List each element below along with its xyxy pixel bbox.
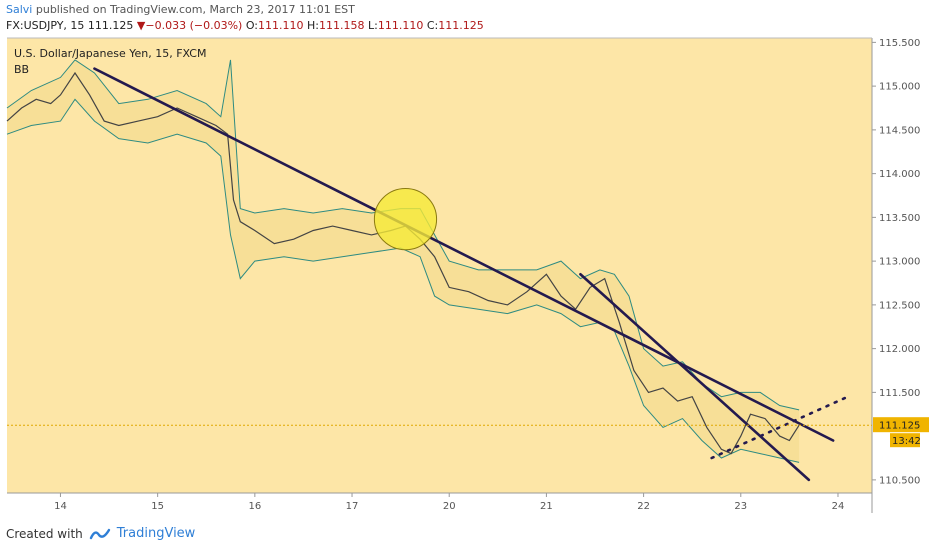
y-tick-label: 112.500 [879, 300, 920, 311]
x-tick-label: 23 [734, 501, 747, 512]
trendline-1[interactable] [93, 67, 835, 442]
x-tick-label: 24 [832, 501, 845, 512]
low-value: 111.110 [377, 19, 424, 32]
change-arrow-icon: ▼ [136, 19, 146, 32]
x-tick-label: 15 [151, 501, 164, 512]
y-tick-label: 115.000 [879, 82, 920, 93]
high-label: H: [307, 19, 319, 32]
trendline-2[interactable] [579, 272, 811, 482]
x-tick-label: 17 [346, 501, 359, 512]
open-label: O: [245, 19, 259, 32]
close-label: C: [426, 19, 439, 32]
price-axis[interactable]: 115.500 115.000 114.500 114.000 113.500 113.0… [872, 38, 929, 487]
publish-info: Salvi published on TradingView.com, Marc… [6, 3, 355, 16]
footer: Created with TradingView [6, 526, 195, 541]
y-tick-label: 111.500 [879, 388, 920, 399]
y-tick-label: 114.500 [879, 125, 920, 136]
annotations [7, 188, 872, 426]
y-tick-label: 112.000 [879, 344, 920, 355]
last-price: 111.125 [87, 19, 134, 32]
countdown-label: 13:42 [892, 436, 921, 447]
highlight-ellipse [373, 188, 438, 251]
x-tick-label: 22 [637, 501, 650, 512]
bb-lower-line [6, 98, 800, 463]
indicator-label: BB [14, 63, 29, 76]
y-tick-label: 110.500 [879, 475, 920, 486]
publish-date: published on TradingView.com, March 23, … [35, 3, 355, 16]
author-link[interactable]: Salvi [6, 3, 33, 16]
x-tick-label: 16 [248, 501, 261, 512]
price-chart[interactable]: 115.500 115.000 114.500 114.000 113.500 113.0… [0, 0, 932, 520]
axis-frame [7, 37, 873, 513]
y-tick-label: 113.000 [879, 257, 920, 268]
created-with-label: Created with [6, 526, 83, 541]
trendlines[interactable] [93, 67, 850, 482]
price-label-box [873, 417, 929, 433]
change-value: −0.033 (−0.03%) [145, 19, 243, 32]
low-label: L: [368, 19, 378, 32]
close-value: 111.125 [438, 19, 484, 32]
time-axis[interactable]: 14 15 16 17 20 21 22 23 24 [54, 493, 844, 512]
y-tick-label: 114.000 [879, 169, 920, 180]
x-tick-label: 21 [540, 501, 553, 512]
high-value: 111.158 [319, 19, 365, 32]
symbol-label: FX:USDJPY, 15 [6, 19, 85, 32]
y-tick-label: 115.500 [879, 38, 920, 49]
x-tick-label: 14 [54, 501, 67, 512]
price-label: 111.125 [879, 421, 920, 432]
y-tick-label: 113.500 [879, 213, 920, 224]
quote-bar: FX:USDJPY, 15 111.125 ▼−0.033 (−0.03%) O… [6, 19, 484, 32]
band-fill [7, 59, 800, 463]
tradingview-logo-icon [89, 528, 110, 539]
trendline-3[interactable] [710, 395, 850, 460]
x-tick-label: 20 [443, 501, 456, 512]
tradingview-brand-link[interactable]: TradingView [116, 526, 196, 541]
open-value: 111.110 [258, 19, 304, 32]
countdown-box [890, 433, 920, 448]
chart-title: U.S. Dollar/Japanese Yen, 15, FXCM [14, 47, 206, 60]
